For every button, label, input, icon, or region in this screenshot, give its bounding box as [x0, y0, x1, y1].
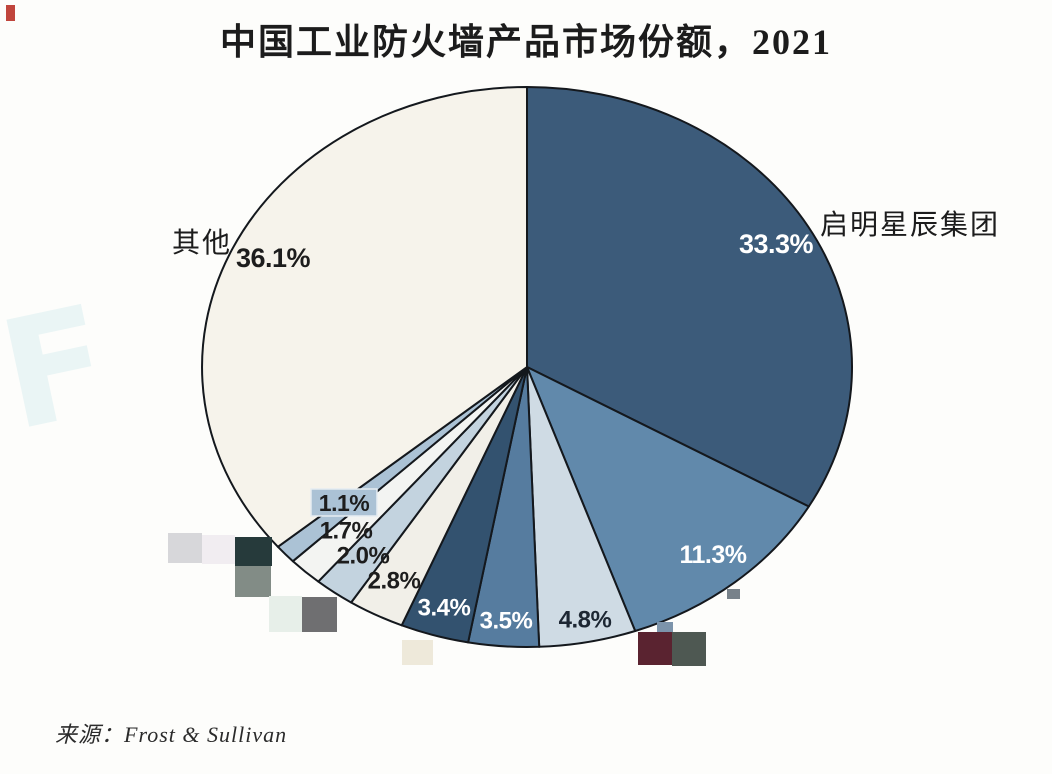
redaction-block	[402, 640, 433, 665]
source-name: Frost & Sullivan	[124, 722, 288, 747]
redaction-block	[638, 632, 673, 665]
chart-title: 中国工业防火墙产品市场份额，2021	[219, 22, 832, 62]
pie-slice-33.3	[526, 86, 853, 508]
slice-name-qiming: 启明星辰集团	[820, 210, 1001, 241]
pct-label-2.8: 2.8%	[368, 568, 421, 595]
source-prefix: 来源：	[55, 722, 125, 747]
redaction-block	[202, 535, 235, 564]
redaction-block	[235, 566, 271, 597]
pct-label-3.5: 3.5%	[480, 608, 533, 635]
pct-label-4.8: 4.8%	[559, 607, 612, 634]
redaction-block	[657, 622, 673, 634]
source-attribution: 来源：Frost & Sullivan	[55, 717, 287, 749]
redaction-block	[168, 533, 202, 563]
pct-label-1.7: 1.7%	[320, 518, 373, 545]
pct-label-11.3: 11.3%	[679, 541, 746, 569]
pct-label-36.1: 36.1%	[236, 243, 311, 273]
pct-label-1.1: 1.1%	[319, 490, 369, 516]
pie-slice-11.3	[526, 366, 810, 632]
slice-name-others: 其他	[172, 228, 233, 259]
redaction-block	[269, 596, 302, 632]
redaction-block	[6, 5, 15, 21]
pct-label-2.0: 2.0%	[337, 543, 390, 570]
redaction-block	[302, 597, 337, 632]
redaction-block	[672, 632, 706, 666]
pct-label-33.3: 33.3%	[739, 229, 814, 259]
redaction-block	[727, 589, 740, 599]
pct-label-box	[310, 488, 378, 517]
pct-label-3.4: 3.4%	[418, 595, 471, 622]
pie-slice-36.1	[201, 86, 528, 548]
redaction-block	[235, 537, 272, 566]
